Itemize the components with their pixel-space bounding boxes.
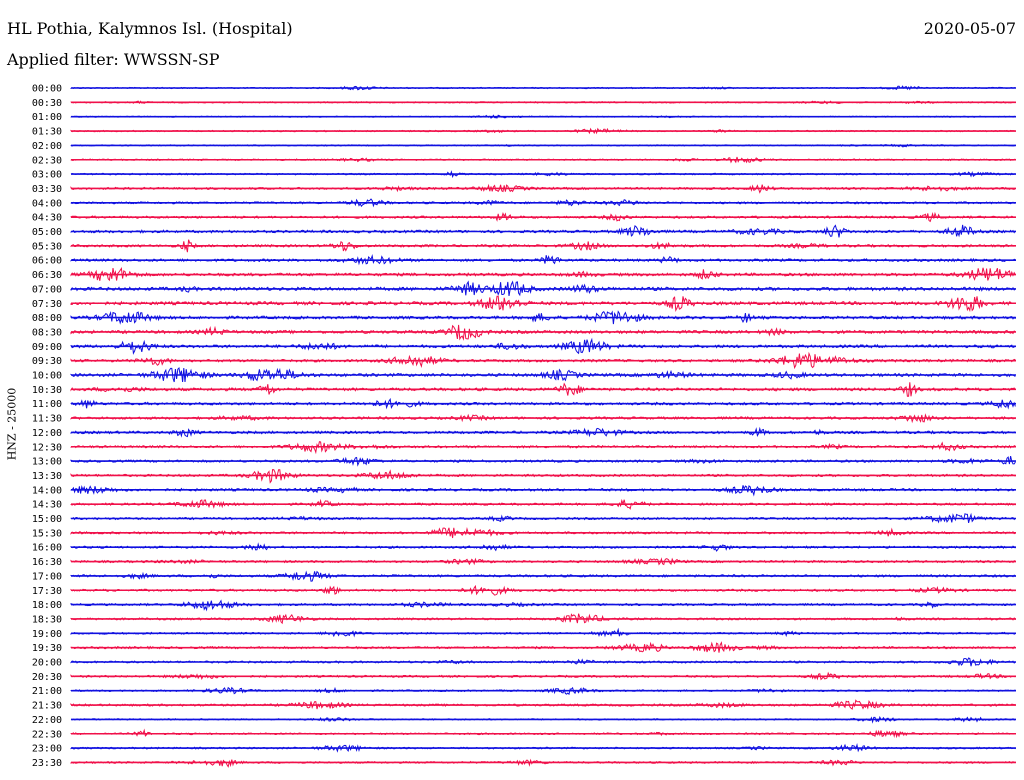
time-tick-label: 16:00 — [32, 543, 62, 554]
time-tick-label: 06:00 — [32, 256, 62, 267]
time-tick-label: 17:30 — [32, 586, 62, 597]
time-tick-label: 01:00 — [32, 112, 62, 123]
station-title: HL Pothia, Kalymnos Isl. (Hospital) — [7, 19, 293, 38]
time-tick-label: 12:00 — [32, 428, 62, 439]
time-tick-label: 10:30 — [32, 385, 62, 396]
time-tick-label: 03:30 — [32, 184, 62, 195]
time-tick-label: 22:00 — [32, 715, 62, 726]
time-tick-label: 03:00 — [32, 170, 62, 181]
time-tick-label: 13:00 — [32, 457, 62, 468]
time-tick-label: 00:00 — [32, 84, 62, 95]
time-tick-label: 11:00 — [32, 399, 62, 410]
time-tick-label: 05:30 — [32, 241, 62, 252]
time-tick-label: 23:30 — [32, 758, 62, 769]
time-tick-label: 04:30 — [32, 213, 62, 224]
time-tick-label: 06:30 — [32, 270, 62, 281]
time-tick-label: 00:30 — [32, 98, 62, 109]
time-tick-label: 14:30 — [32, 500, 62, 511]
time-tick-label: 20:00 — [32, 658, 62, 669]
time-tick-label: 04:00 — [32, 198, 62, 209]
date-label: 2020-05-07 — [923, 19, 1016, 38]
time-tick-label: 17:00 — [32, 571, 62, 582]
time-tick-label: 15:00 — [32, 514, 62, 525]
time-tick-label: 09:00 — [32, 342, 62, 353]
time-tick-label: 19:00 — [32, 629, 62, 640]
time-tick-label: 02:30 — [32, 155, 62, 166]
time-tick-label: 15:30 — [32, 528, 62, 539]
time-tick-label: 07:30 — [32, 299, 62, 310]
time-tick-label: 16:30 — [32, 557, 62, 568]
time-tick-label: 07:00 — [32, 284, 62, 295]
time-tick-label: 09:30 — [32, 356, 62, 367]
filter-label: Applied filter: WWSSN-SP — [7, 50, 220, 69]
time-tick-label: 20:30 — [32, 672, 62, 683]
time-tick-label: 21:30 — [32, 701, 62, 712]
time-tick-label: 12:30 — [32, 442, 62, 453]
time-tick-label: 13:30 — [32, 471, 62, 482]
time-tick-label: 11:30 — [32, 414, 62, 425]
time-tick-label: 19:30 — [32, 643, 62, 654]
time-tick-label: 08:30 — [32, 327, 62, 338]
time-tick-label: 21:00 — [32, 686, 62, 697]
time-tick-label: 18:00 — [32, 600, 62, 611]
time-tick-label: 02:00 — [32, 141, 62, 152]
time-tick-label: 05:00 — [32, 227, 62, 238]
time-tick-label: 22:30 — [32, 729, 62, 740]
time-tick-label: 10:00 — [32, 371, 62, 382]
time-tick-label: 08:00 — [32, 313, 62, 324]
time-tick-label: 14:00 — [32, 485, 62, 496]
time-tick-label: 18:30 — [32, 614, 62, 625]
time-tick-label: 23:00 — [32, 744, 62, 755]
time-tick-label: 01:30 — [32, 127, 62, 138]
